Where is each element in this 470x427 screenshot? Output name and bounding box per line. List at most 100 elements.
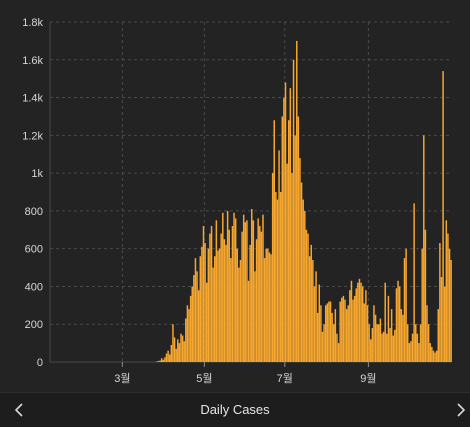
y-tick-label: 200 — [25, 319, 43, 331]
y-tick-label: 1.2k — [22, 130, 43, 142]
bar — [173, 337, 176, 362]
bar — [267, 248, 269, 362]
bar — [238, 267, 240, 362]
bar — [302, 199, 304, 362]
bar — [185, 318, 187, 362]
bar — [400, 309, 403, 362]
bar — [378, 324, 380, 362]
bar — [172, 324, 174, 362]
bar — [292, 59, 295, 363]
bar — [368, 324, 370, 362]
bar — [448, 248, 451, 362]
bar — [431, 346, 433, 362]
bar — [357, 282, 359, 362]
bar — [260, 231, 263, 362]
bar — [447, 233, 449, 362]
bar — [350, 280, 353, 362]
chart-footer: Daily Cases — [0, 392, 470, 427]
bar — [326, 303, 329, 362]
chart-area: 0 200 400 600 800 1k 1.2k 1.4k 1.6k 1.8k 3월 5월 7월 9월 — [22, 17, 452, 385]
bar — [312, 260, 314, 362]
bar — [320, 305, 322, 362]
x-tick-label: 9월 — [360, 372, 376, 385]
y-tick-label: 0 — [37, 357, 43, 369]
bar — [402, 314, 404, 362]
x-tick-label: 3월 — [114, 372, 130, 385]
bar — [321, 331, 324, 362]
bar — [239, 260, 242, 362]
bar — [162, 359, 165, 362]
bar — [304, 210, 306, 362]
bar — [300, 182, 303, 362]
bar — [201, 246, 203, 362]
bar — [180, 333, 182, 362]
bar — [328, 301, 330, 362]
bar — [406, 324, 409, 362]
bar — [212, 267, 214, 362]
bar — [207, 248, 210, 362]
bar — [265, 248, 267, 362]
y-tick-label: 1.6k — [22, 55, 43, 67]
bar — [353, 295, 356, 362]
bar — [419, 324, 422, 362]
bar — [334, 309, 337, 362]
bar — [434, 352, 436, 362]
bar — [313, 286, 316, 362]
bar — [191, 286, 193, 362]
bar — [411, 333, 414, 362]
bar — [429, 343, 431, 362]
bar — [384, 282, 386, 362]
bar — [389, 328, 391, 362]
bar — [284, 82, 287, 362]
bar — [450, 260, 452, 362]
bar — [291, 173, 293, 362]
bar — [408, 343, 411, 362]
bar — [220, 233, 222, 362]
bar — [226, 210, 229, 362]
y-tick-label: 1.8k — [22, 17, 43, 29]
bar — [398, 286, 401, 362]
bar — [209, 233, 211, 362]
bar — [416, 333, 419, 362]
chevron-right-icon[interactable] — [452, 401, 470, 419]
x-tick-label: 5월 — [196, 372, 212, 385]
bar — [157, 361, 160, 362]
bar — [218, 248, 221, 362]
bar — [376, 324, 378, 362]
bar — [217, 250, 219, 362]
y-tick-label: 800 — [25, 206, 43, 218]
bar — [339, 301, 341, 362]
bar — [167, 350, 169, 362]
bar — [156, 361, 158, 362]
bar — [435, 350, 438, 362]
bar — [439, 243, 441, 362]
bar — [183, 341, 185, 362]
bar — [188, 309, 190, 362]
bar — [168, 354, 171, 362]
bar — [386, 333, 388, 362]
chevron-left-icon[interactable] — [10, 401, 28, 419]
y-tick-label: 1.4k — [22, 93, 43, 105]
bar — [263, 258, 266, 362]
bar — [403, 258, 406, 362]
bar — [427, 324, 430, 362]
bar — [160, 358, 163, 362]
bar — [299, 158, 301, 362]
daily-cases-chart: 0 200 400 600 800 1k 1.2k 1.4k 1.6k 1.8k 3월 5월 7월 9월 — [22, 17, 452, 385]
bar — [181, 335, 184, 362]
bar — [222, 212, 224, 362]
bar — [423, 135, 425, 362]
bar — [355, 288, 357, 362]
bar — [308, 256, 311, 362]
bar — [369, 339, 372, 362]
bar — [199, 256, 202, 362]
y-tick-label: 600 — [25, 244, 43, 256]
chart-title: Daily Cases — [200, 402, 270, 417]
bar — [236, 248, 239, 362]
bar — [323, 324, 325, 362]
bar — [397, 280, 399, 362]
bar — [366, 305, 369, 362]
bar — [246, 220, 248, 362]
bar — [363, 303, 366, 362]
bar — [215, 220, 218, 362]
